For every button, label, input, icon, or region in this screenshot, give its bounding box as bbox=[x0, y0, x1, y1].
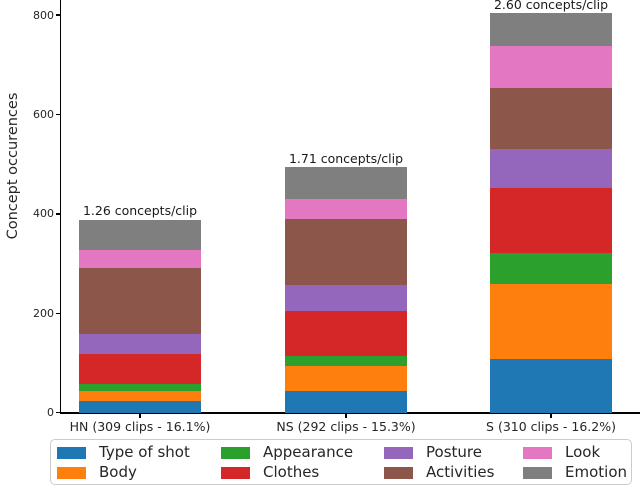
y-tick-label: 0 bbox=[47, 406, 54, 420]
bar-segment-type-of-shot bbox=[79, 401, 201, 413]
y-tick-mark bbox=[55, 14, 60, 16]
legend-label: Appearance bbox=[263, 443, 354, 461]
legend-label: Posture bbox=[426, 443, 482, 461]
y-tick-label: 200 bbox=[33, 306, 54, 320]
bar-segment-look bbox=[79, 250, 201, 268]
legend-swatch-look bbox=[523, 447, 552, 459]
bar-segment-clothes bbox=[490, 188, 612, 254]
bar-segment-activities bbox=[285, 218, 407, 285]
y-tick-mark bbox=[55, 412, 60, 414]
bar-annotation: 1.71 concepts/clip bbox=[288, 150, 404, 166]
bar-segment-posture bbox=[285, 284, 407, 311]
bar-segment-body bbox=[285, 366, 407, 391]
bar-segment-activities bbox=[490, 88, 612, 149]
x-tick-mark bbox=[139, 413, 141, 418]
bar-annotation: 1.26 concepts/clip bbox=[82, 203, 198, 219]
y-tick-label: 800 bbox=[33, 8, 54, 22]
legend-label: Activities bbox=[426, 463, 495, 481]
bar-segment-body bbox=[79, 390, 201, 402]
y-tick-label: 400 bbox=[33, 207, 54, 221]
x-axis-line bbox=[59, 412, 640, 414]
bar-segment-look bbox=[285, 199, 407, 219]
legend-swatch-clothes bbox=[221, 467, 250, 479]
bar-segment-appearance bbox=[490, 253, 612, 285]
legend-label: Clothes bbox=[263, 463, 320, 481]
bar-segment-type-of-shot bbox=[285, 390, 407, 413]
bar-segment-activities bbox=[79, 267, 201, 335]
y-tick-label: 600 bbox=[33, 108, 54, 121]
x-tick-label: S (310 clips - 16.2%) bbox=[486, 419, 616, 434]
legend-label: Emotion bbox=[565, 463, 627, 481]
bar-segment-posture bbox=[79, 334, 201, 355]
x-tick-mark bbox=[345, 413, 347, 418]
legend-swatch-activities bbox=[384, 467, 413, 479]
legend-swatch-body bbox=[57, 467, 86, 479]
x-tick-mark bbox=[550, 413, 552, 418]
bar-segment-clothes bbox=[79, 354, 201, 385]
bar-segment-clothes bbox=[285, 310, 407, 356]
bar-annotation: 2.60 concepts/clip bbox=[493, 0, 609, 12]
bar-segment-emotion bbox=[285, 167, 407, 200]
y-tick-mark bbox=[55, 312, 60, 314]
bar-segment-type-of-shot bbox=[490, 359, 612, 413]
legend-label: Type of shot bbox=[99, 443, 190, 461]
x-tick-label: HN (309 clips - 16.1%) bbox=[69, 419, 211, 434]
legend-swatch-type-of-shot bbox=[57, 447, 86, 459]
y-axis-line bbox=[59, 0, 61, 413]
x-tick-label: NS (292 clips - 15.3%) bbox=[276, 419, 416, 434]
legend-swatch-posture bbox=[384, 447, 413, 459]
bar-segment-emotion bbox=[490, 13, 612, 46]
legend-label: Look bbox=[565, 443, 601, 461]
legend-swatch-emotion bbox=[523, 467, 552, 479]
legend-label: Body bbox=[99, 463, 137, 481]
bar-segment-appearance bbox=[79, 384, 201, 391]
legend: Type of shot Body Appearance Clothes Posture… bbox=[50, 439, 632, 485]
bar-segment-appearance bbox=[285, 355, 407, 367]
bar-segment-body bbox=[490, 284, 612, 360]
legend-swatch-appearance bbox=[221, 447, 250, 459]
y-tick-mark bbox=[55, 113, 60, 116]
bar-segment-look bbox=[490, 45, 612, 89]
y-axis-title: Concept occurences bbox=[5, 92, 21, 240]
y-tick-mark bbox=[55, 213, 60, 215]
bar-segment-posture bbox=[490, 148, 612, 189]
bar-segment-emotion bbox=[79, 219, 201, 251]
